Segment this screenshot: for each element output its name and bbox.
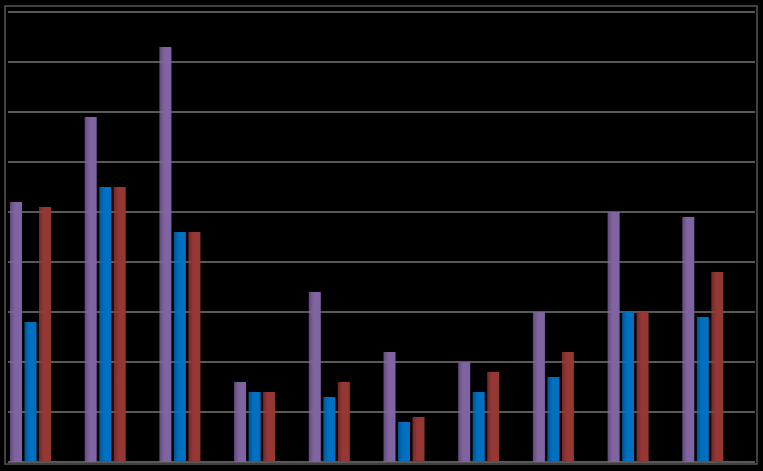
bar bbox=[308, 292, 321, 462]
bar bbox=[682, 217, 695, 462]
bar bbox=[234, 382, 247, 462]
bar bbox=[622, 312, 635, 462]
bar bbox=[173, 232, 186, 462]
bar bbox=[607, 212, 620, 462]
bar bbox=[696, 317, 709, 462]
bar bbox=[412, 417, 425, 462]
bar bbox=[263, 392, 276, 462]
bar bbox=[532, 312, 545, 462]
bar bbox=[39, 207, 51, 462]
bar bbox=[24, 322, 37, 462]
bar bbox=[547, 377, 560, 462]
bar bbox=[472, 392, 485, 462]
bar bbox=[84, 117, 97, 462]
bar bbox=[487, 372, 500, 462]
bar bbox=[99, 187, 112, 462]
bar bbox=[561, 352, 574, 462]
bar bbox=[323, 397, 336, 462]
bar bbox=[337, 382, 350, 462]
bar bbox=[248, 392, 261, 462]
bar bbox=[458, 362, 471, 462]
bar bbox=[398, 422, 410, 462]
bar bbox=[383, 352, 396, 462]
plot-frame bbox=[4, 5, 758, 465]
bar bbox=[188, 232, 201, 462]
bar bbox=[10, 202, 22, 462]
bar bbox=[113, 187, 126, 462]
bar bbox=[711, 272, 724, 462]
bar bbox=[159, 47, 172, 462]
bar bbox=[636, 312, 649, 462]
